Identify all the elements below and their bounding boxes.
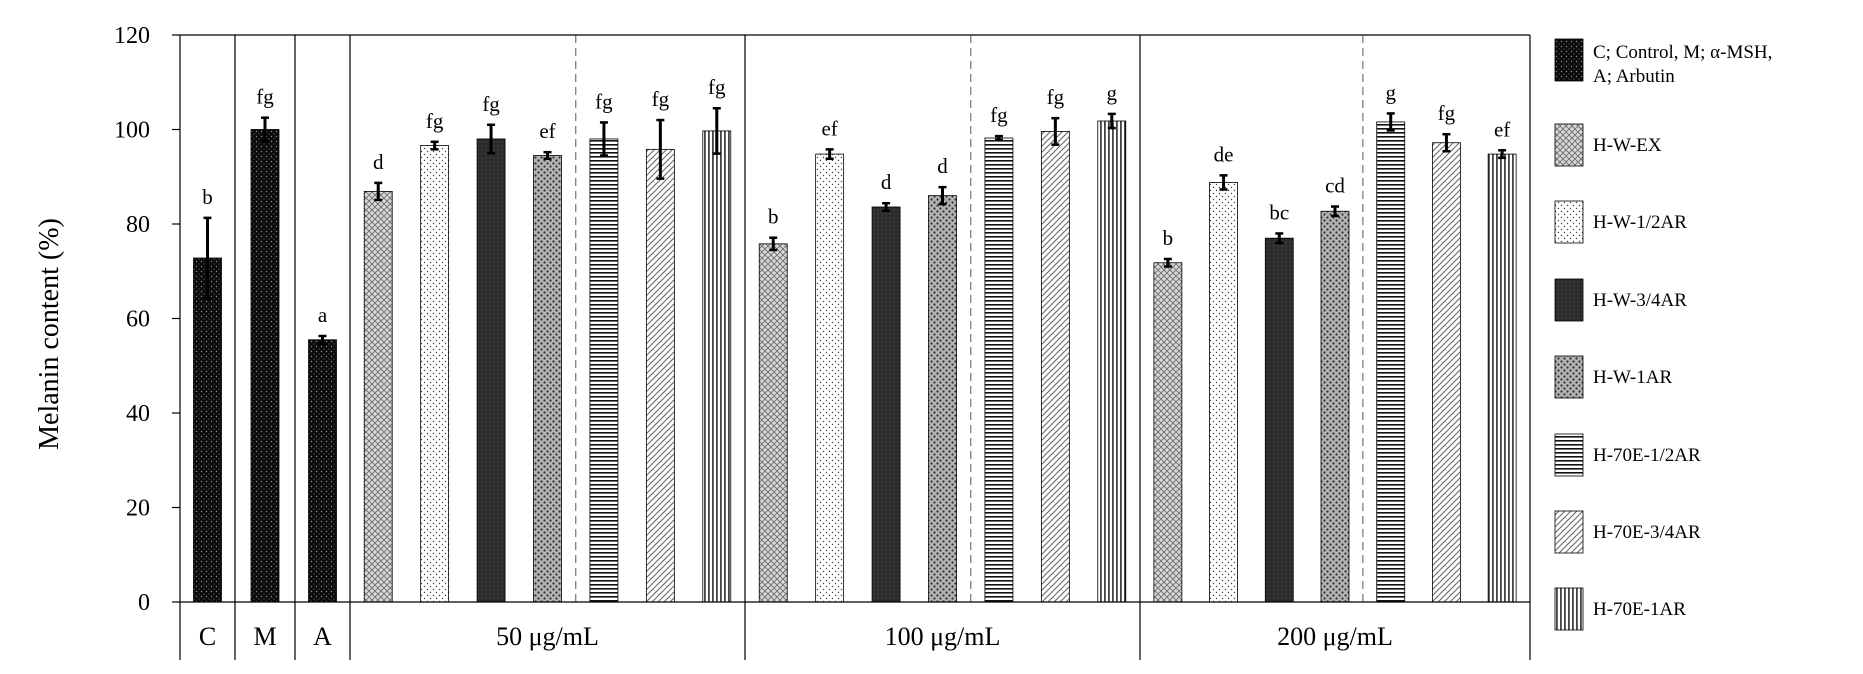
x-category-label: 100 μg/mL — [885, 622, 1001, 651]
legend-label-line: A; Arbutin — [1593, 66, 1675, 87]
legend-swatch — [1554, 38, 1584, 82]
legend-label: H-W-1/2AR — [1593, 212, 1687, 233]
legend-item: H-W-1/2AR — [1554, 200, 1687, 244]
bar — [420, 145, 450, 603]
significance-label: bc — [1269, 200, 1289, 224]
significance-label: de — [1214, 142, 1234, 166]
significance-label: g — [1385, 80, 1396, 104]
significance-label: d — [937, 154, 948, 178]
significance-label: ef — [821, 116, 837, 140]
bar — [1153, 262, 1183, 603]
y-tick-label: 60 — [126, 307, 150, 333]
x-category-label: C — [199, 622, 216, 651]
legend-swatch — [1554, 433, 1584, 477]
legend-label: H-W-EX — [1593, 135, 1662, 156]
legend-swatch — [1554, 355, 1584, 399]
bar — [871, 206, 901, 603]
bar — [1320, 210, 1350, 603]
bar — [1487, 153, 1517, 603]
bar — [1376, 121, 1406, 603]
y-tick-label: 20 — [126, 496, 150, 522]
significance-label: b — [768, 205, 779, 229]
significance-label: fg — [482, 92, 500, 116]
significance-label: ef — [539, 119, 555, 143]
significance-label: cd — [1325, 174, 1345, 198]
legend-item: H-W-1AR — [1554, 355, 1672, 399]
legend-item: H-W-EX — [1554, 123, 1662, 167]
x-category-label: 200 μg/mL — [1277, 622, 1393, 651]
legend-item: H-70E-1/2AR — [1554, 433, 1701, 477]
bar — [308, 339, 337, 603]
legend-swatch — [1554, 200, 1584, 244]
significance-label: g — [1107, 81, 1118, 105]
legend-item: H-70E-3/4AR — [1554, 510, 1701, 554]
y-tick-label: 100 — [114, 118, 150, 144]
legend-label: C; Control, M; α-MSH, A; Arbutin — [1593, 42, 1772, 87]
bar — [193, 257, 222, 603]
legend-label-line: C; Control, M; α-MSH, — [1593, 42, 1772, 63]
significance-label: d — [881, 170, 892, 194]
bar — [984, 137, 1014, 603]
legend-item: H-W-3/4AR — [1554, 278, 1687, 322]
bar — [1209, 182, 1238, 603]
bar — [533, 155, 562, 603]
significance-label: fg — [595, 89, 613, 113]
legend-item: C; Control, M; α-MSH, A; Arbutin — [1554, 38, 1772, 87]
y-axis-label: Melanin content (%) — [34, 218, 65, 450]
y-tick-label: 120 — [114, 23, 150, 49]
significance-label: a — [318, 303, 328, 327]
significance-label: fg — [1438, 101, 1456, 125]
legend-swatch — [1554, 278, 1584, 322]
bar — [1432, 142, 1461, 603]
significance-label: d — [373, 150, 384, 174]
significance-label: fg — [652, 87, 670, 111]
significance-label: fg — [708, 75, 726, 99]
bar — [928, 195, 957, 603]
bar — [250, 129, 280, 603]
legend-swatch — [1554, 123, 1584, 167]
legend-swatch — [1554, 587, 1584, 631]
significance-label: b — [202, 185, 213, 209]
y-tick-label: 40 — [126, 401, 150, 427]
bar — [758, 243, 788, 603]
legend-label: H-W-1AR — [1593, 367, 1672, 388]
bar — [589, 138, 619, 603]
bar — [1097, 120, 1127, 603]
bar — [702, 130, 732, 603]
legend-label: H-W-3/4AR — [1593, 290, 1687, 311]
bar — [1040, 130, 1070, 603]
y-tick-label: 80 — [126, 212, 150, 238]
bar — [476, 138, 506, 603]
legend-label: H-70E-1/2AR — [1593, 445, 1701, 466]
x-category-label: A — [313, 622, 332, 651]
significance-label: ef — [1494, 117, 1510, 141]
legend-label: H-70E-3/4AR — [1593, 522, 1701, 543]
bar — [363, 190, 393, 603]
bar — [1264, 237, 1294, 603]
significance-label: b — [1163, 226, 1174, 250]
legend-label: H-70E-1AR — [1593, 599, 1686, 620]
x-category-label: 50 μg/mL — [496, 622, 599, 651]
significance-label: fg — [426, 109, 444, 133]
legend-item: H-70E-1AR — [1554, 587, 1686, 631]
bar — [815, 153, 845, 603]
bar — [645, 148, 675, 603]
significance-label: fg — [990, 103, 1008, 127]
y-tick-label: 0 — [138, 590, 150, 616]
significance-label: fg — [1047, 85, 1065, 109]
significance-label: fg — [256, 85, 274, 109]
legend-swatch — [1554, 510, 1584, 554]
x-category-label: M — [253, 622, 276, 651]
